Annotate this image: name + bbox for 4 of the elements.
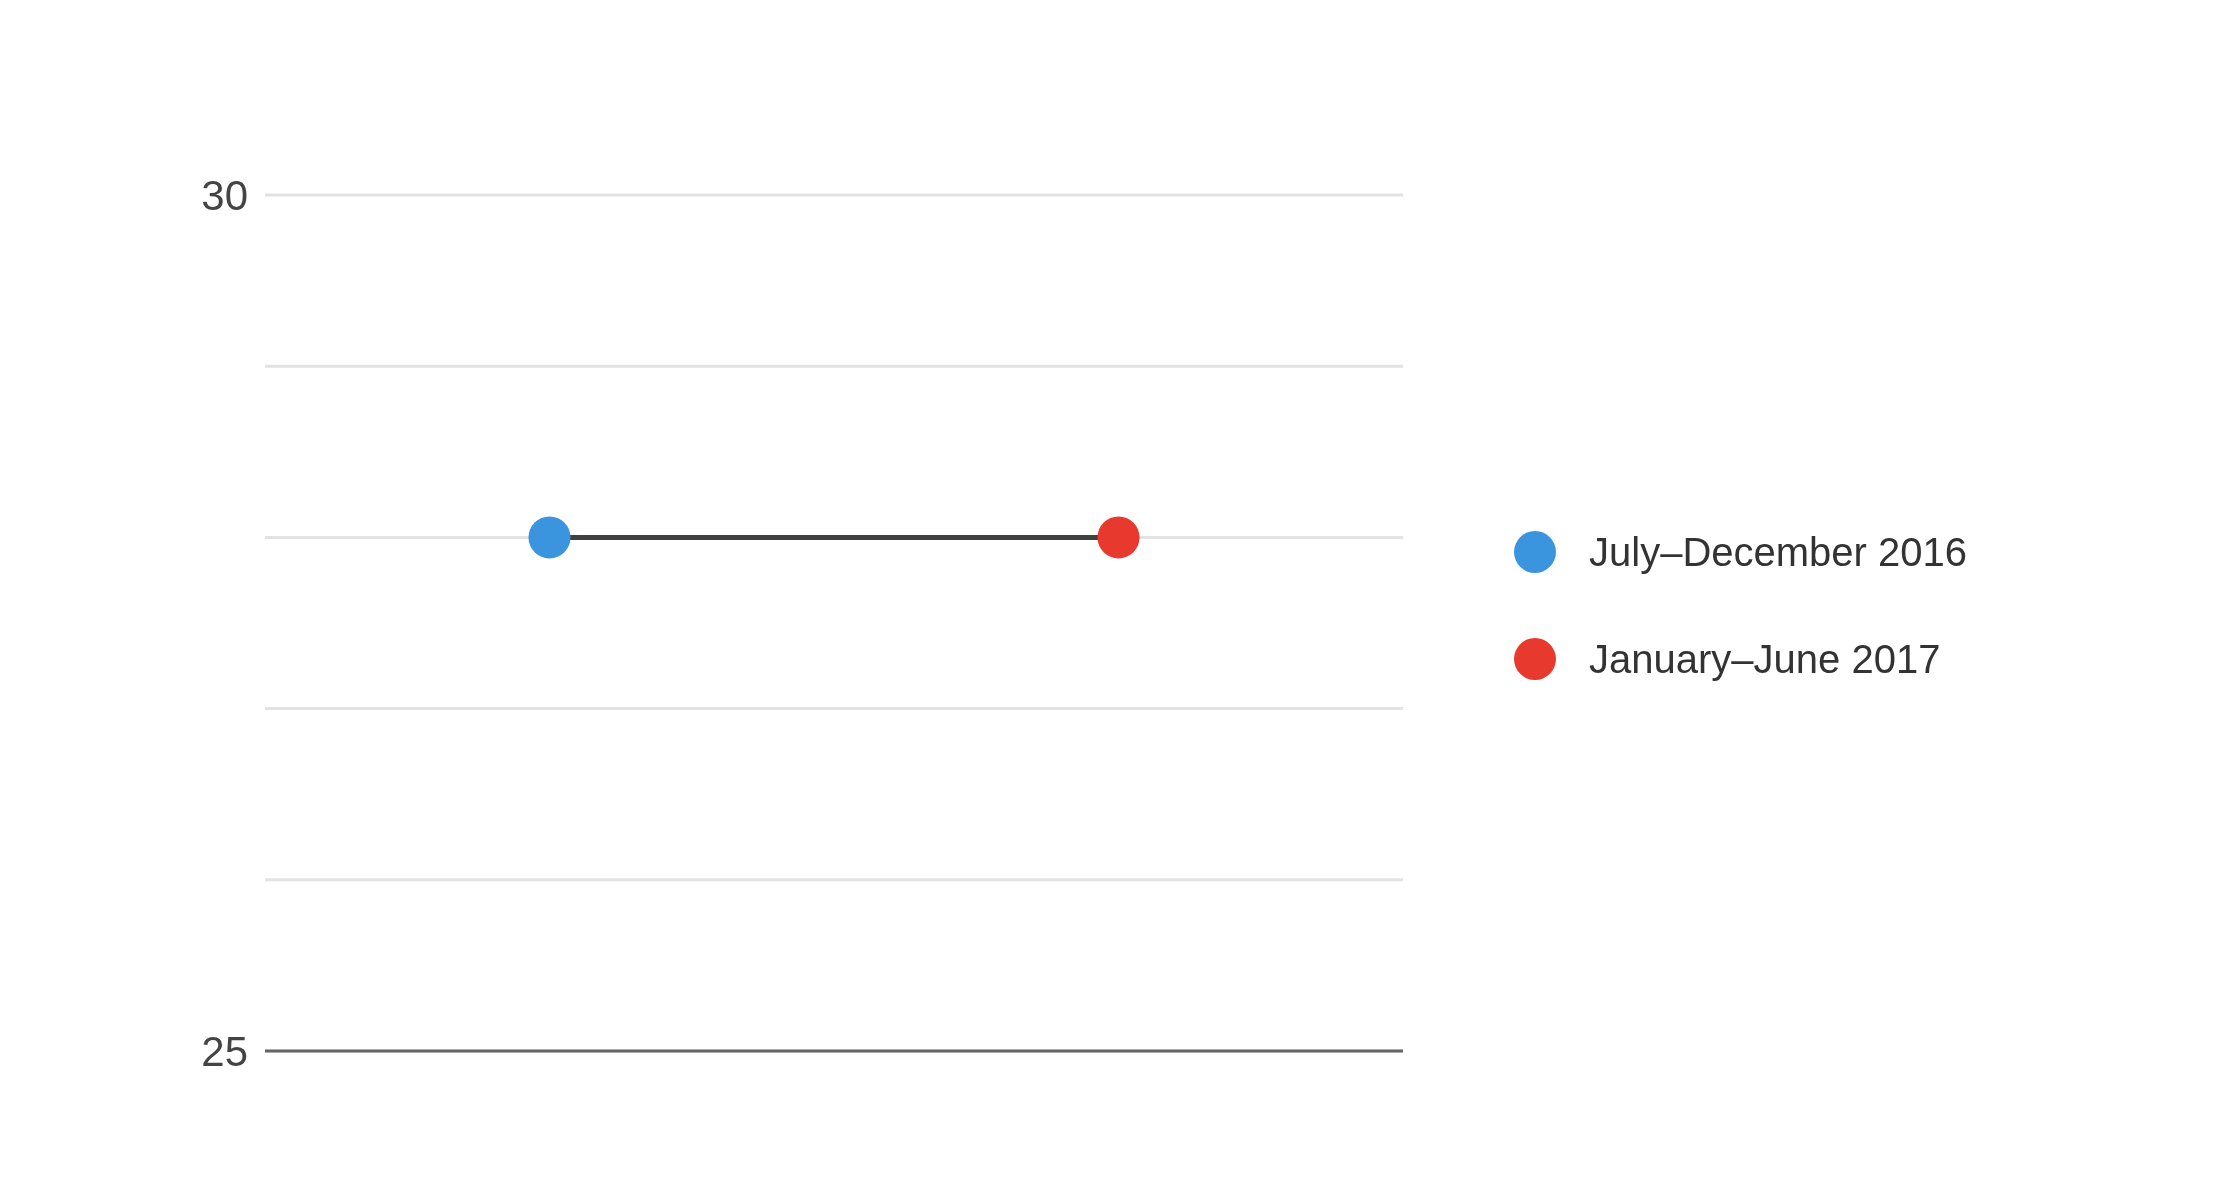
legend-label: July–December 2016 [1589, 530, 1967, 574]
y-tick-label: 25 [201, 1027, 248, 1075]
legend-label: January–June 2017 [1589, 637, 1941, 681]
y-tick-label: 30 [201, 171, 248, 219]
